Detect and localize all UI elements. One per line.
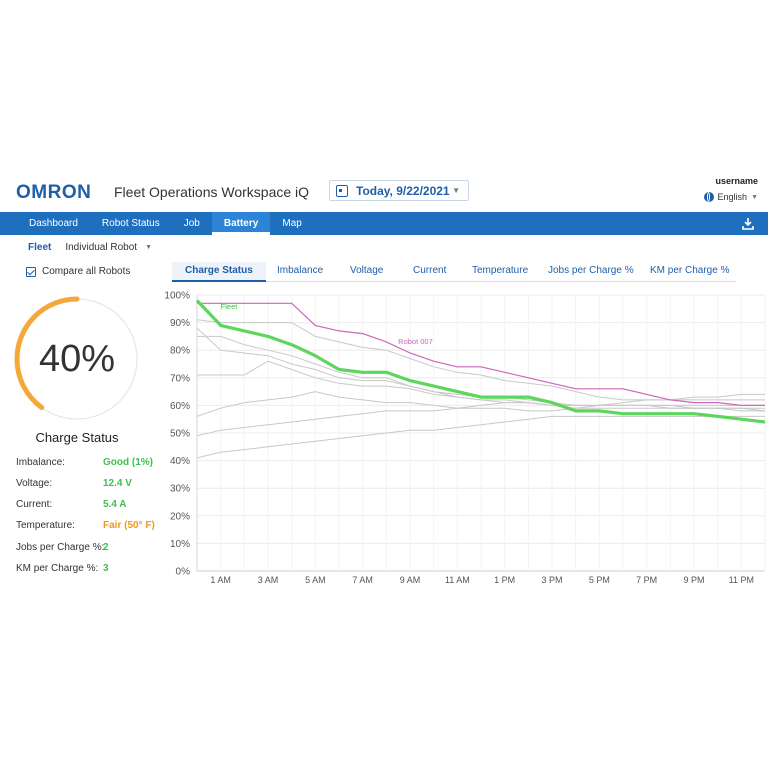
x-tick-label: 9 AM xyxy=(400,575,421,585)
main-nav: Dashboard Robot Status Job Battery Map xyxy=(0,212,768,235)
y-tick-label: 40% xyxy=(170,456,190,467)
metric-label: KM per Charge %: xyxy=(16,563,99,574)
tab-temperature[interactable]: Temperature xyxy=(472,265,529,276)
date-picker-value: Today, 9/22/2021 xyxy=(356,183,450,198)
y-tick-label: 30% xyxy=(170,484,190,495)
compare-label: Compare all Robots xyxy=(42,266,131,277)
nav-robot-status[interactable]: Robot Status xyxy=(101,218,160,229)
chevron-down-icon: ▼ xyxy=(751,193,758,201)
y-tick-label: 100% xyxy=(164,291,190,302)
metric-km-per-charge: KM per Charge %: 3 xyxy=(16,563,109,574)
compare-checkbox[interactable] xyxy=(26,266,36,277)
metric-label: Temperature: xyxy=(16,520,75,531)
x-tick-label: 7 AM xyxy=(352,575,373,585)
robot-series-line xyxy=(196,415,765,459)
y-tick-label: 20% xyxy=(170,511,190,522)
x-tick-label: 5 PM xyxy=(589,575,610,585)
metric-label: Imbalance: xyxy=(16,457,65,468)
robot-series-line xyxy=(196,402,766,437)
nav-battery[interactable]: Battery xyxy=(211,212,271,235)
fleet-label: Fleet xyxy=(221,302,239,311)
username[interactable]: username xyxy=(715,176,758,186)
charge-status-chart: 0% 10% 20% 30% 40% 50% 60% 70% 80% 90% 100% 1 AM 3 A… xyxy=(164,291,766,585)
x-tick-label: 3 AM xyxy=(258,575,279,585)
robot-007-line xyxy=(197,302,765,406)
charge-percent: 40% xyxy=(38,338,116,380)
metric-value: 2 xyxy=(103,542,109,553)
charge-gauge xyxy=(14,296,140,422)
x-tick-label: 11 AM xyxy=(445,575,470,585)
metric-value: 12.4 V xyxy=(103,478,132,489)
date-picker[interactable]: Today, 9/22/2021 ▼ xyxy=(329,180,469,201)
app-title: Fleet Operations Workspace iQ xyxy=(114,184,310,200)
y-tick-label: 0% xyxy=(176,567,191,578)
tab-imbalance[interactable]: Imbalance xyxy=(277,265,324,276)
language-selector[interactable]: English ▼ xyxy=(703,192,758,202)
x-tick-label: 5 AM xyxy=(305,575,326,585)
metric-jobs-per-charge: Jobs per Charge %: 2 xyxy=(16,542,109,553)
user-menu[interactable]: username English ▼ xyxy=(703,176,758,202)
x-tick-label: 9 PM xyxy=(683,575,704,585)
metric-label: Voltage: xyxy=(16,478,53,489)
fleet-view-link[interactable]: Fleet xyxy=(28,242,52,253)
x-tick-label: 1 AM xyxy=(210,575,231,585)
x-tick-label: 11 PM xyxy=(729,575,754,585)
chevron-down-icon[interactable]: ▼ xyxy=(145,244,152,251)
calendar-icon xyxy=(336,184,348,197)
tab-charge-status[interactable]: Charge Status xyxy=(172,262,266,282)
x-tick-label: 3 PM xyxy=(541,575,562,585)
metric-value: 5.4 A xyxy=(103,499,127,510)
nav-dashboard[interactable]: Dashboard xyxy=(29,218,78,229)
download-icon[interactable] xyxy=(742,217,754,230)
compare-all-robots[interactable]: Compare all Robots xyxy=(26,266,130,277)
language-label: English xyxy=(717,192,748,202)
metric-value: Fair (50° F) xyxy=(103,520,155,531)
y-tick-label: 70% xyxy=(170,373,190,384)
omron-logo[interactable]: OMRON xyxy=(16,182,92,203)
x-tick-label: 1 PM xyxy=(494,575,515,585)
metric-label: Current: xyxy=(16,499,53,510)
fleet-line xyxy=(195,299,766,424)
y-tick-label: 60% xyxy=(170,401,190,412)
tab-jobs-per-charge[interactable]: Jobs per Charge % xyxy=(548,265,634,276)
charge-status-title: Charge Status xyxy=(35,430,119,445)
metric-temperature: Temperature: Fair (50° F) xyxy=(16,520,155,531)
gauge-progress-arc xyxy=(14,296,140,422)
metric-value: 3 xyxy=(103,563,109,574)
tab-voltage[interactable]: Voltage xyxy=(350,265,384,276)
individual-robot-dropdown[interactable]: Individual Robot xyxy=(65,242,138,253)
metric-tabs: Charge Status Imbalance Voltage Current … xyxy=(172,262,736,282)
view-selector: Fleet Individual Robot ▼ xyxy=(28,242,152,253)
app-header: OMRON Fleet Operations Workspace iQ Toda… xyxy=(0,170,768,212)
chevron-down-icon: ▼ xyxy=(452,186,460,195)
robot-007-label: Robot 007 xyxy=(398,337,433,346)
metric-current: Current: 5.4 A xyxy=(16,499,127,510)
metric-label: Jobs per Charge %: xyxy=(16,542,105,553)
nav-job[interactable]: Job xyxy=(183,218,200,229)
tab-current[interactable]: Current xyxy=(413,265,447,276)
metric-value: Good (1%) xyxy=(103,457,153,468)
metric-voltage: Voltage: 12.4 V xyxy=(16,478,132,489)
y-tick-label: 10% xyxy=(170,539,190,550)
globe-icon xyxy=(703,192,714,202)
y-tick-label: 90% xyxy=(170,318,190,329)
x-tick-label: 7 PM xyxy=(636,575,657,585)
y-tick-label: 80% xyxy=(170,346,190,357)
tab-km-per-charge[interactable]: KM per Charge % xyxy=(650,265,730,276)
y-tick-label: 50% xyxy=(170,429,190,440)
metric-imbalance: Imbalance: Good (1%) xyxy=(16,457,153,468)
nav-map[interactable]: Map xyxy=(282,218,302,229)
